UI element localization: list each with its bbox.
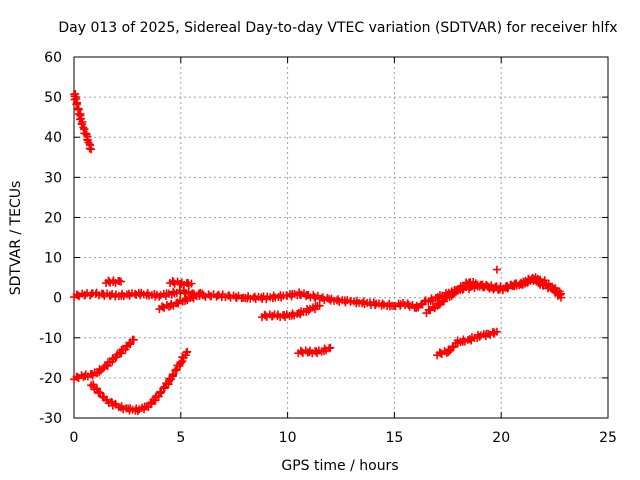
data-point — [183, 347, 192, 356]
series-arc-12 — [492, 265, 501, 274]
data-point — [433, 299, 442, 308]
series-arc-7 — [166, 277, 196, 289]
data-point — [72, 100, 81, 109]
series-arc-9 — [257, 301, 324, 322]
data-point — [73, 291, 82, 300]
data-point — [129, 335, 138, 344]
data-point — [304, 306, 313, 315]
data-point — [177, 358, 186, 367]
data-point — [96, 388, 105, 397]
series-arc-3 — [87, 347, 192, 416]
series-arc-8 — [155, 288, 207, 314]
series-arc-10 — [294, 343, 335, 358]
data-point — [95, 365, 104, 374]
series-arc-11 — [433, 327, 501, 360]
x-axis-ticks: 0 5 10 15 20 25 — [70, 57, 617, 446]
data-point — [133, 407, 142, 416]
chart-title: Day 013 of 2025, Sidereal Day-to-day VTE… — [58, 20, 617, 36]
y-tick-label: 50 — [44, 90, 62, 106]
x-tick-label: 20 — [492, 430, 510, 446]
data-point — [213, 291, 222, 300]
series-arc-1 — [70, 89, 96, 154]
y-tick-label: 0 — [53, 291, 62, 307]
data-point — [187, 279, 196, 288]
data-point — [77, 119, 86, 128]
data-point — [198, 289, 207, 298]
plot-frame — [73, 56, 609, 419]
data-point — [130, 289, 139, 298]
series-arc-2 — [70, 335, 138, 384]
y-tick-label: 30 — [44, 170, 62, 186]
y-tick-label: 20 — [44, 210, 62, 226]
y-tick-label: 60 — [44, 50, 62, 66]
grid-lines — [74, 57, 608, 418]
x-tick-label: 0 — [70, 430, 79, 446]
data-point — [548, 283, 557, 292]
data-point — [169, 287, 178, 296]
data-point — [87, 145, 96, 154]
y-axis-label: SDTVAR / TECUs — [8, 181, 24, 296]
data-point — [326, 343, 335, 352]
y-tick-label: 40 — [44, 130, 62, 146]
data-point — [447, 288, 456, 297]
data-point — [169, 370, 178, 379]
series-arc-4 — [70, 275, 566, 312]
x-axis-label: GPS time / hours — [281, 458, 398, 474]
y-tick-label: -20 — [39, 371, 62, 387]
data-point — [297, 347, 306, 356]
y-axis-ticks: -30 -20 -10 0 10 20 30 40 50 60 — [39, 50, 608, 427]
data-point — [261, 311, 270, 320]
y-tick-label: -30 — [39, 411, 62, 427]
x-tick-label: 25 — [599, 430, 617, 446]
data-marks — [70, 89, 566, 416]
data-point — [92, 384, 101, 393]
plot-border — [73, 56, 609, 419]
x-tick-label: 10 — [279, 430, 297, 446]
x-tick-label: 15 — [385, 430, 403, 446]
data-point — [412, 301, 421, 310]
x-tick-label: 5 — [176, 430, 185, 446]
data-point — [502, 282, 511, 291]
y-tick-label: 10 — [44, 251, 62, 267]
data-point — [492, 327, 501, 336]
series-arc-5 — [422, 273, 566, 318]
data-point — [116, 277, 125, 286]
data-point — [492, 265, 501, 274]
series-arc-6 — [102, 276, 125, 288]
data-point — [378, 299, 387, 308]
data-point — [444, 345, 453, 354]
y-tick-label: -10 — [39, 331, 62, 347]
data-point — [155, 292, 164, 301]
data-point — [315, 301, 324, 310]
data-point — [557, 293, 566, 302]
